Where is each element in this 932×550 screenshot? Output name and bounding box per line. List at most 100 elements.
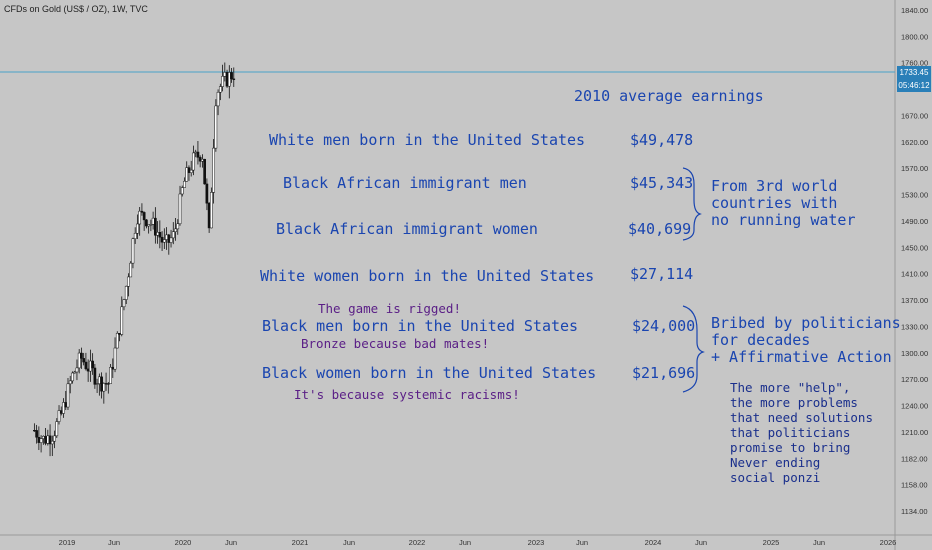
y-axis-ticks: 1840.001800.001760.001710.001670.001620.… bbox=[901, 6, 928, 516]
row-value-african-immigrant-men: $45,343 bbox=[630, 174, 694, 192]
x-tick-label: 2019 bbox=[59, 538, 76, 547]
candle-body bbox=[109, 366, 112, 384]
brace-note-immigrants: From 3rd world countries with no running… bbox=[711, 177, 856, 229]
candle-body bbox=[165, 234, 168, 240]
brace-note-politicians: Bribed by politicians for decades + Affi… bbox=[711, 314, 901, 366]
y-tick-label: 1158.00 bbox=[901, 481, 928, 490]
candle-body bbox=[46, 435, 50, 444]
candle-body bbox=[210, 192, 213, 229]
candle-body bbox=[93, 367, 97, 385]
y-tick-label: 1670.00 bbox=[901, 111, 928, 120]
candle-body bbox=[44, 436, 47, 444]
y-tick-label: 1800.00 bbox=[901, 32, 928, 41]
y-tick-label: 1270.00 bbox=[901, 375, 928, 384]
candle-body bbox=[73, 371, 77, 374]
candle-body bbox=[71, 372, 74, 382]
candle-body bbox=[158, 232, 162, 238]
candle-body bbox=[35, 430, 38, 438]
last-price-badge: 1733.45 bbox=[897, 66, 931, 79]
y-tick-label: 1620.00 bbox=[901, 138, 928, 147]
x-tick-label: 2024 bbox=[645, 538, 662, 547]
y-tick-label: 1450.00 bbox=[901, 243, 928, 252]
candle-body bbox=[156, 232, 159, 236]
candles-group bbox=[33, 62, 236, 457]
candle-body bbox=[225, 72, 229, 87]
y-tick-label: 1530.00 bbox=[901, 191, 928, 200]
candle-body bbox=[95, 383, 99, 385]
candle-body bbox=[145, 219, 148, 227]
x-tick-label: Jun bbox=[576, 538, 588, 547]
x-tick-label: 2021 bbox=[292, 538, 309, 547]
candle-body bbox=[104, 383, 108, 385]
candle-body bbox=[160, 236, 164, 243]
x-tick-label: Jun bbox=[108, 538, 120, 547]
candle-body bbox=[227, 72, 231, 87]
candle-body bbox=[106, 383, 110, 385]
candle-body bbox=[214, 105, 218, 149]
candle-body bbox=[223, 72, 227, 77]
candle-body bbox=[194, 151, 198, 154]
candle-body bbox=[216, 91, 220, 107]
x-tick-label: Jun bbox=[459, 538, 471, 547]
y-tick-label: 1182.00 bbox=[901, 454, 928, 463]
quip-systemic: It's because systemic racisms! bbox=[294, 387, 520, 402]
candle-body bbox=[136, 223, 139, 234]
candle-body bbox=[122, 299, 126, 308]
candle-body bbox=[39, 438, 43, 443]
candle-body bbox=[198, 157, 202, 162]
row-label-white-men: White men born in the United States bbox=[269, 131, 586, 149]
candle-body bbox=[102, 383, 106, 392]
candle-body bbox=[115, 333, 119, 349]
row-value-white-men: $49,478 bbox=[630, 131, 694, 149]
brace-native-group bbox=[682, 305, 705, 393]
x-tick-label: Jun bbox=[695, 538, 707, 547]
annotation-braces bbox=[682, 167, 705, 393]
candle-body bbox=[174, 228, 177, 232]
candle-body bbox=[98, 376, 101, 384]
candle-body bbox=[196, 151, 200, 158]
candle-body bbox=[33, 430, 36, 432]
y-tick-label: 1300.00 bbox=[901, 349, 928, 358]
plot-area bbox=[0, 0, 895, 535]
candle-body bbox=[133, 232, 137, 239]
candle-body bbox=[189, 169, 193, 173]
candle-body bbox=[50, 440, 54, 445]
y-tick-label: 1570.00 bbox=[901, 164, 928, 173]
help-note: The more "help", the more problems that … bbox=[730, 380, 873, 485]
y-tick-label: 1370.00 bbox=[901, 296, 928, 305]
brace-immigrant-group bbox=[682, 167, 702, 241]
row-label-black-men: Black men born in the United States bbox=[262, 317, 579, 335]
candle-body bbox=[187, 167, 191, 173]
candle-body bbox=[230, 72, 233, 80]
candle-body bbox=[100, 376, 103, 392]
candle-body bbox=[151, 217, 155, 225]
quip-bronze: Bronze because bad mates! bbox=[301, 336, 490, 351]
y-tick-label: 1210.00 bbox=[901, 428, 928, 437]
candle-body bbox=[86, 368, 90, 372]
candle-body bbox=[154, 217, 157, 236]
x-axis-ticks: 2019 Jun 2020 Jun 2021 Jun 2022 Jun 2023 Jun 2024 J… bbox=[59, 538, 897, 547]
candle-body bbox=[82, 358, 86, 363]
candle-body bbox=[68, 380, 72, 385]
candle-body bbox=[57, 410, 61, 422]
candle-body bbox=[55, 421, 59, 437]
candle-body bbox=[201, 158, 204, 162]
candle-body bbox=[91, 360, 94, 369]
row-value-black-men: $24,000 bbox=[632, 317, 696, 335]
symbol-title: CFDs on Gold (US$ / OZ), 1W, TVC bbox=[4, 4, 148, 14]
candle-body bbox=[66, 383, 70, 408]
y-tick-label: 1134.00 bbox=[901, 507, 928, 516]
annotation-heading: 2010 average earnings bbox=[574, 87, 764, 105]
row-label-white-women: White women born in the United States bbox=[260, 267, 595, 285]
row-value-white-women: $27,114 bbox=[630, 265, 694, 283]
candle-body bbox=[62, 402, 65, 414]
candle-body bbox=[149, 224, 153, 226]
x-tick-label: 2023 bbox=[528, 538, 545, 547]
candle-body bbox=[147, 224, 150, 227]
candle-body bbox=[232, 78, 236, 80]
candle-body bbox=[75, 367, 79, 373]
candle-body bbox=[131, 238, 135, 264]
candle-body bbox=[37, 437, 41, 443]
candle-body bbox=[124, 286, 128, 300]
